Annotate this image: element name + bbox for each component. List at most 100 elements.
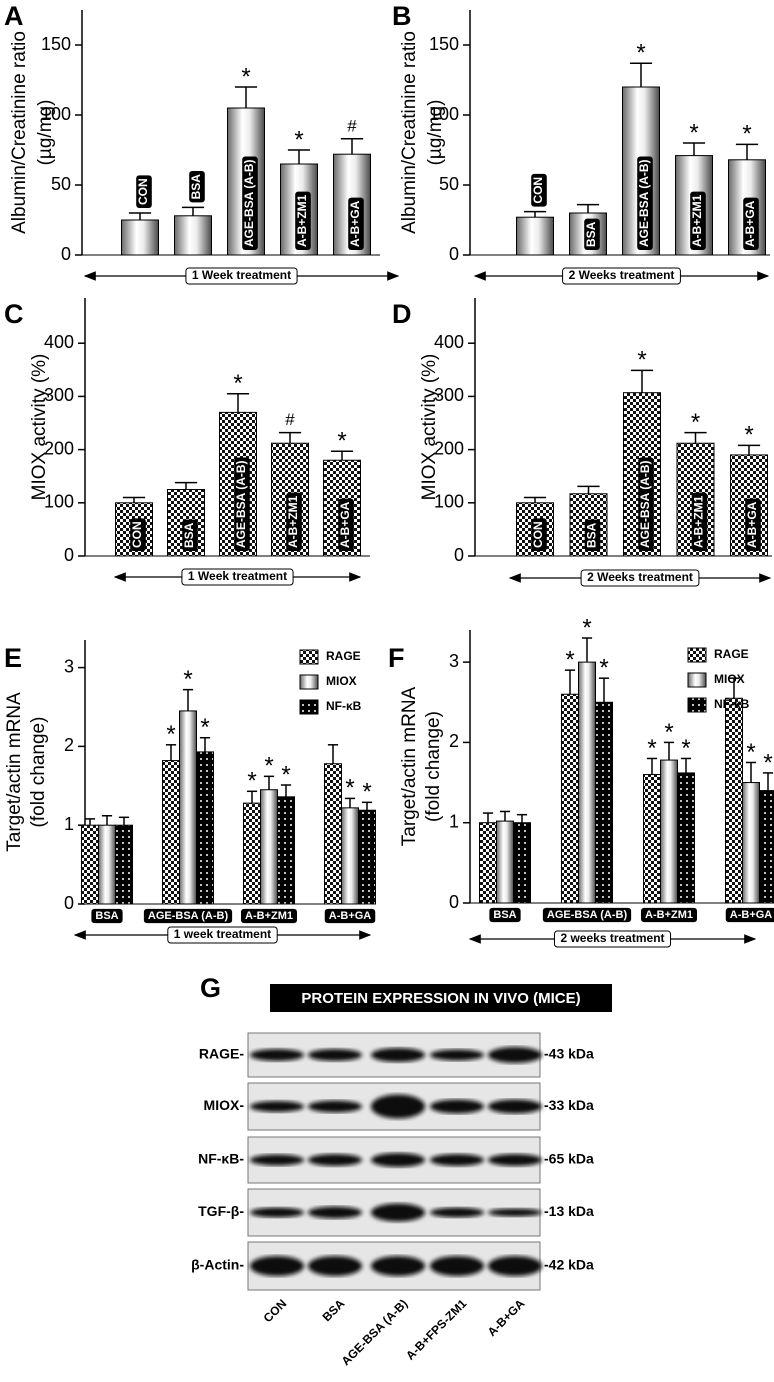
bar <box>516 216 554 256</box>
x-category-label-group: A-B+ZM1 <box>641 907 697 923</box>
x-category-label-box <box>91 908 123 924</box>
y-axis-label: Albumin/Creatinine ratio <box>399 31 420 234</box>
panel-label: E <box>4 643 22 673</box>
lane-label: BSA <box>320 1296 348 1324</box>
x-category-label: A-B+GA <box>329 910 372 922</box>
y-tick-label: 1 <box>64 814 74 834</box>
protein-label: MIOX- <box>204 1097 245 1113</box>
x-category-label-group: A-B+GA <box>324 908 376 924</box>
y-axis-label: MIOX activity (%) <box>419 354 440 501</box>
treatment-box <box>580 569 700 587</box>
bar <box>561 693 579 904</box>
y-axis-label: MIOX activity (%) <box>29 354 50 501</box>
bar-label: AGE-BSA (A-B) <box>234 460 248 548</box>
bar-label-group: BSA <box>182 519 198 551</box>
blot-band <box>371 1203 425 1222</box>
bar-label: A-B+ZM1 <box>690 194 704 247</box>
treatment-box <box>553 930 672 948</box>
significance-mark: * <box>681 735 690 762</box>
bar-label: AGE-BSA (A-B) <box>638 460 652 548</box>
bar <box>660 759 678 904</box>
y-tick-label: 50 <box>439 174 459 194</box>
x-category-label: A-B+ZM1 <box>645 909 693 921</box>
bar <box>341 807 359 905</box>
legend-swatch <box>687 672 707 688</box>
x-category-label: A-B+GA <box>730 909 773 921</box>
treatment-label: 1 week treatment <box>174 927 271 941</box>
legend-label: NF-κB <box>326 699 362 713</box>
significance-mark: * <box>599 655 608 682</box>
treatment-label: 2 weeks treatment <box>560 931 664 945</box>
legend-label: NF-κB <box>714 697 750 711</box>
lane-label: A-B+FPS-ZM1 <box>403 1296 469 1362</box>
panel-label: F <box>388 643 405 673</box>
bar <box>595 701 613 904</box>
significance-mark: * <box>637 347 646 374</box>
significance-mark: * <box>763 749 772 776</box>
bar-label: BSA <box>585 522 599 548</box>
bar <box>358 809 376 905</box>
panel-label: D <box>392 299 412 329</box>
protein-label: NF-κB- <box>198 1151 244 1167</box>
blot-band <box>250 1256 304 1276</box>
bar <box>174 215 212 256</box>
blot-title-box <box>270 984 612 1012</box>
significance-mark: * <box>166 721 175 748</box>
y-tick-label: 1 <box>449 811 459 831</box>
significance-mark: # <box>347 116 357 135</box>
y-tick-label: 0 <box>64 893 74 913</box>
bar <box>196 751 214 905</box>
bar-label-box <box>745 498 761 551</box>
blot-band <box>430 1049 484 1061</box>
bar <box>643 774 661 904</box>
x-category-label: BSA <box>95 910 118 922</box>
y-tick-label: 300 <box>434 385 464 405</box>
bar-label: CON <box>130 521 144 548</box>
y-tick-label: 0 <box>449 244 459 264</box>
y-axis-label: (fold change) <box>423 711 444 822</box>
x-category-label: BSA <box>493 909 516 921</box>
bar <box>496 820 514 904</box>
bar <box>725 697 743 904</box>
x-category-label-group: AGE-BSA (A-B) <box>542 907 632 923</box>
blot-band <box>430 1154 484 1166</box>
treatment-label: 1 Week treatment <box>192 268 291 282</box>
bar-label-group: CON <box>136 175 152 208</box>
significance-mark: * <box>247 768 256 795</box>
blot-band <box>250 1049 304 1061</box>
panel-label: G <box>200 973 221 1003</box>
significance-mark: * <box>689 119 698 146</box>
bar-label-group: AGE-BSA (A-B) <box>234 457 250 551</box>
blot-band <box>308 1256 362 1276</box>
y-axis-label: Target/actin mRNA <box>399 686 420 846</box>
blot-band <box>308 1154 362 1166</box>
lane-label: A-B+GA <box>485 1296 528 1339</box>
bar <box>121 219 159 256</box>
significance-mark: * <box>742 121 751 148</box>
size-label: -65 kDa <box>544 1151 594 1167</box>
bar-label: A-B+ZM1 <box>295 194 309 247</box>
bar-label-group: AGE-BSA (A-B) <box>638 457 654 551</box>
bar-label: A-B+GA <box>745 501 759 548</box>
significance-mark: * <box>281 761 290 788</box>
y-tick-label: 100 <box>429 104 459 124</box>
bar-label-box <box>584 519 601 551</box>
significance-mark: * <box>294 126 303 153</box>
legend-label: MIOX <box>714 672 745 686</box>
bar-label-group: A-B+GA <box>743 197 759 250</box>
bar-label: BSA <box>189 174 203 200</box>
bar <box>677 772 695 904</box>
x-category-label-box <box>143 908 233 924</box>
legend-label: RAGE <box>326 649 361 663</box>
y-tick-label: 400 <box>44 332 74 352</box>
protein-label: β-Actin- <box>191 1257 244 1273</box>
bar-label-box <box>638 457 654 551</box>
bar-label-box <box>234 457 250 551</box>
bar <box>162 760 180 905</box>
blot-band <box>308 1049 362 1061</box>
treatment-box <box>181 568 294 586</box>
x-category-label-box <box>489 907 521 923</box>
size-label: -42 kDa <box>544 1257 594 1273</box>
significance-mark: * <box>233 370 242 397</box>
x-category-label-group: AGE-BSA (A-B) <box>143 908 233 924</box>
